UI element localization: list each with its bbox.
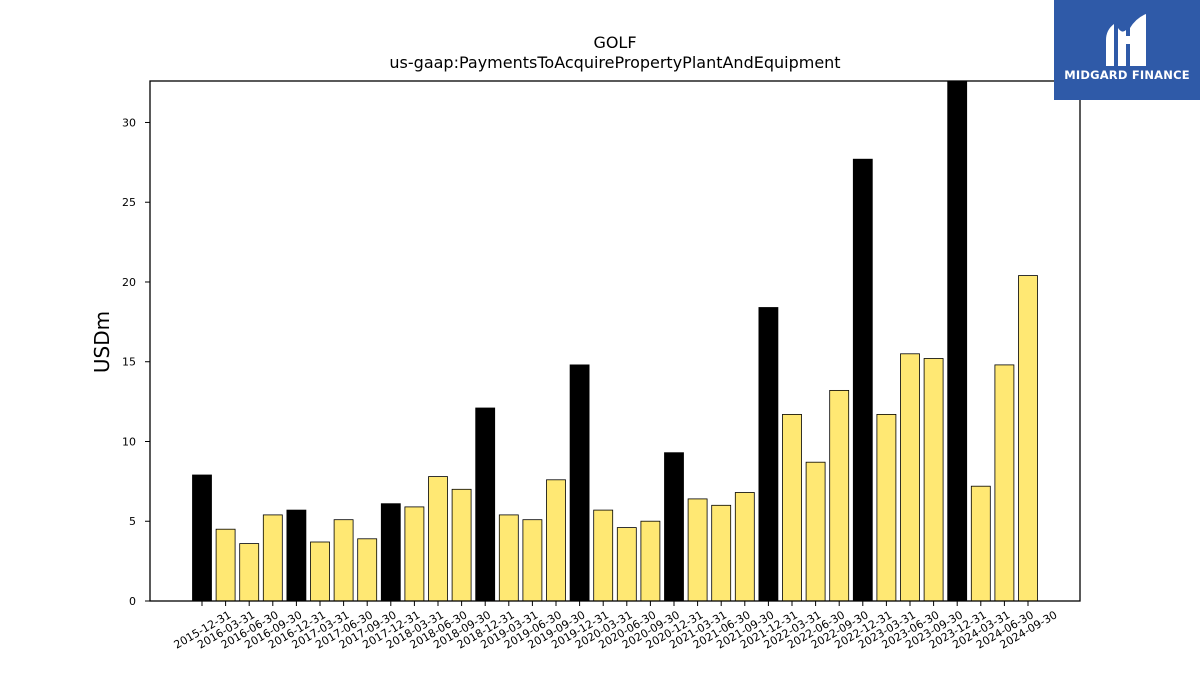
bar-2018-09-30	[451, 488, 472, 602]
plot-frame	[149, 80, 1081, 602]
bar-2023-03-31	[876, 413, 897, 602]
bar-2019-09-30	[546, 479, 566, 602]
bar-2020-12-31	[664, 452, 684, 602]
y-axis-ticks: 0 5 10 15 20 25 30	[122, 116, 150, 608]
bar-2021-09-30	[734, 492, 755, 602]
y-tick-label: 15	[122, 356, 136, 369]
bar-2019-12-31	[569, 364, 590, 602]
bar-2017-09-30	[357, 538, 378, 602]
bar-2020-06-30	[616, 527, 637, 602]
bar-2015-12-31	[192, 474, 212, 602]
bar-2021-03-31	[687, 498, 708, 602]
bar-2022-06-30	[805, 461, 826, 602]
bar-2019-06-30	[522, 519, 543, 602]
bar-2016-09-30	[262, 514, 283, 602]
y-tick-label: 0	[129, 595, 136, 608]
bar-2022-09-30	[829, 389, 850, 602]
x-axis-ticks: 2015-12-312016-03-312016-06-302016-09-30…	[172, 601, 1060, 652]
bar-2018-06-30	[428, 476, 448, 602]
bar-2021-06-30	[711, 504, 732, 602]
chart-title: GOLF	[593, 33, 636, 52]
bar-2016-03-31	[215, 528, 236, 602]
bar-2023-12-31	[947, 80, 968, 602]
bar-2017-12-31	[380, 503, 401, 602]
y-tick-label: 5	[129, 515, 136, 528]
bar-2022-12-31	[852, 158, 873, 602]
bar-2022-03-31	[782, 413, 802, 602]
bar-2020-03-31	[593, 509, 614, 602]
bar-2024-06-30	[994, 364, 1015, 602]
bar-2019-03-31	[498, 514, 519, 602]
chart-subtitle: us-gaap:PaymentsToAcquirePropertyPlantAn…	[389, 53, 840, 72]
y-tick-label: 25	[122, 196, 136, 209]
bar-2017-03-31	[310, 541, 330, 602]
bar-2020-09-30	[640, 520, 661, 602]
brand-logo: MIDGARD FINANCE	[1054, 0, 1200, 100]
y-tick-label: 20	[122, 276, 136, 289]
bar-2021-12-31	[758, 307, 779, 602]
y-tick-label: 10	[122, 435, 136, 448]
bar-2024-03-31	[970, 485, 991, 602]
y-axis-label: USDm	[90, 311, 114, 373]
brand-name: MIDGARD FINANCE	[1064, 68, 1190, 82]
bar-2024-09-30	[1018, 275, 1038, 602]
bar-2023-09-30	[923, 358, 944, 602]
bar-2016-12-31	[286, 509, 307, 602]
bar-2018-03-31	[404, 506, 425, 602]
bar-2017-06-30	[333, 519, 354, 602]
midgard-logo-icon	[1106, 14, 1146, 66]
bar-2018-12-31	[475, 407, 496, 602]
bars-group	[192, 80, 1038, 602]
bar-2016-06-30	[239, 543, 260, 602]
bar-2023-06-30	[900, 353, 920, 602]
y-tick-label: 30	[122, 116, 136, 129]
